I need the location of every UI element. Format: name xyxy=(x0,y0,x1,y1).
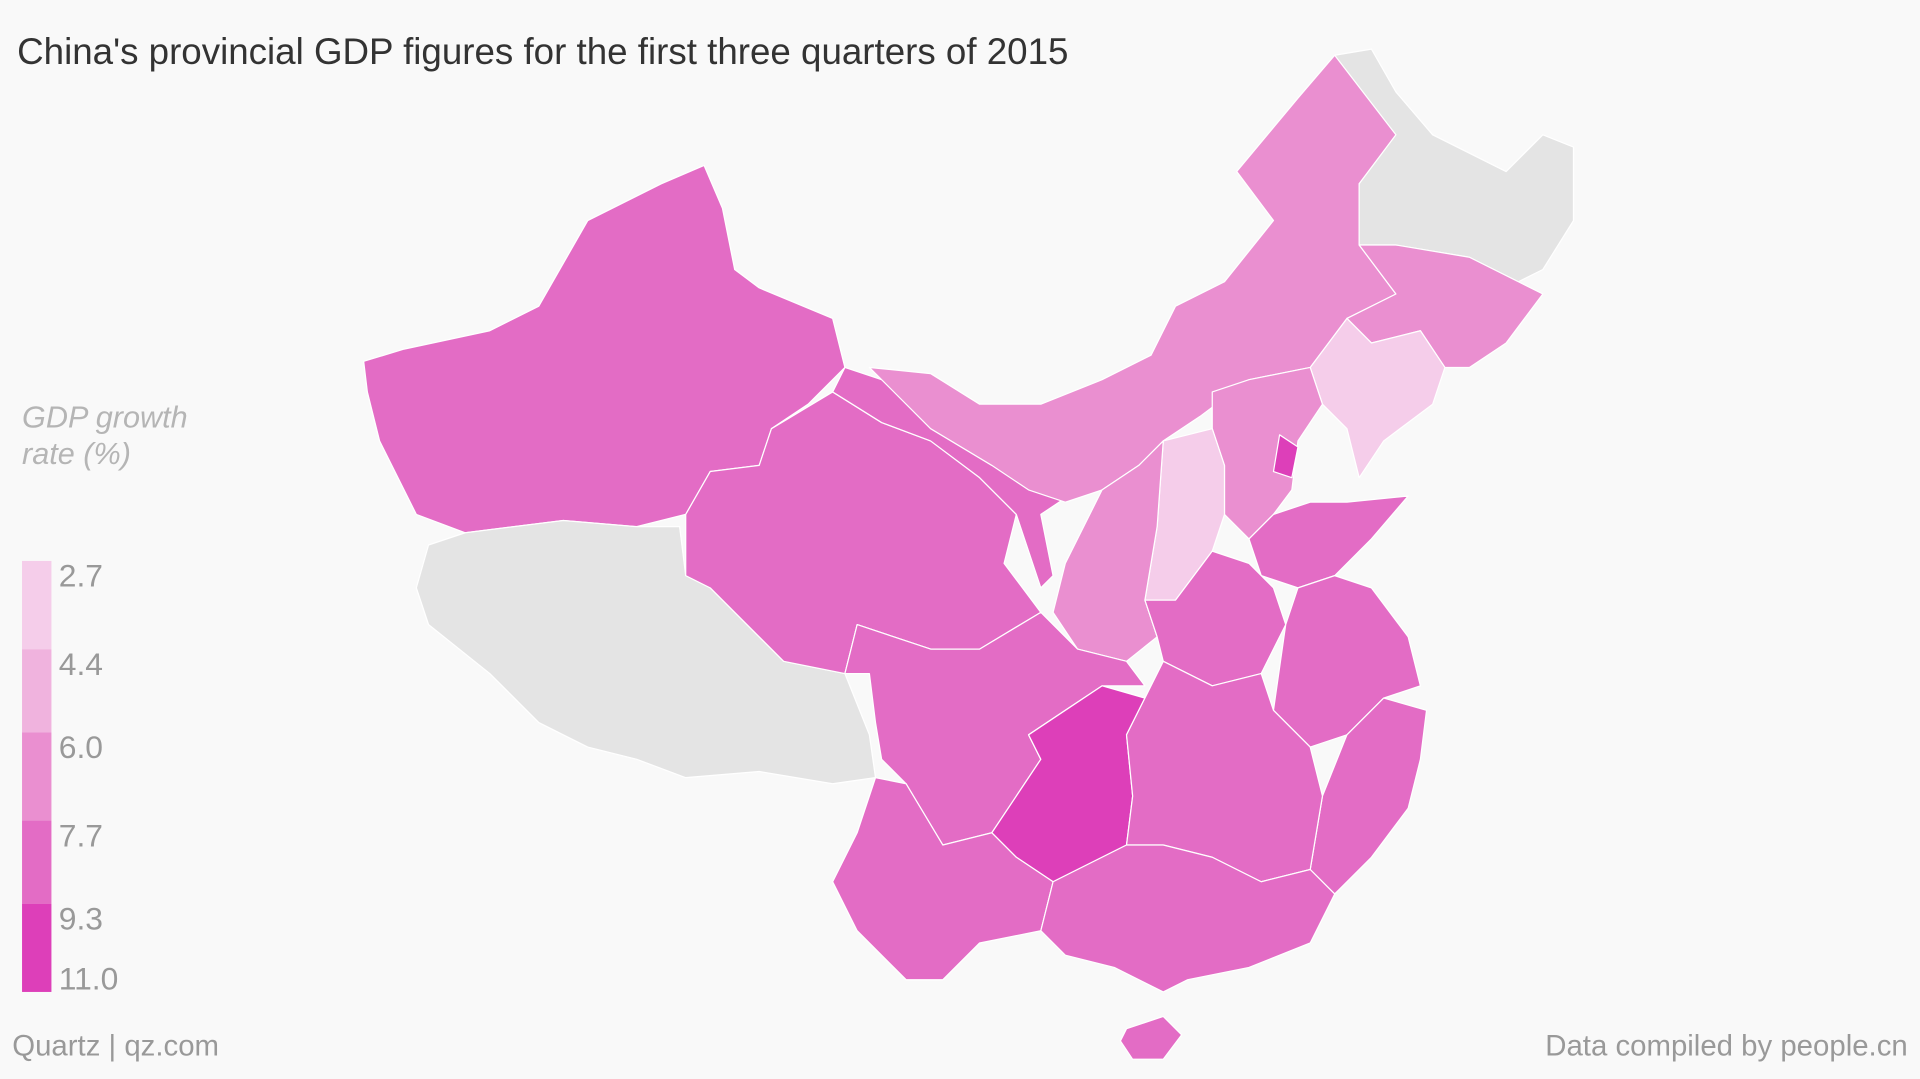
region xyxy=(1309,317,1446,479)
region-no-data xyxy=(1334,48,1575,283)
legend-title-box: GDP growth rate (%) xyxy=(22,400,188,472)
legend-swatch xyxy=(22,649,52,733)
chart-title: China's provincial GDP figures for the f… xyxy=(17,31,1068,72)
legend-label: 7.7 xyxy=(59,817,103,853)
legend-label: 4.4 xyxy=(59,646,103,682)
legend-swatch xyxy=(22,560,52,650)
legend-title: GDP growth rate (%) xyxy=(22,400,188,472)
region xyxy=(363,164,846,534)
source: Data compiled by people.cn xyxy=(1545,1030,1908,1063)
legend-swatch xyxy=(22,732,52,821)
region xyxy=(1119,1015,1183,1060)
credit: Quartz | qz.com xyxy=(12,1030,219,1063)
region xyxy=(1272,434,1299,479)
legend-label: 11.0 xyxy=(59,961,119,997)
legend-label: 6.0 xyxy=(59,729,103,765)
region xyxy=(685,391,1042,675)
region xyxy=(832,777,1054,981)
region xyxy=(1248,495,1409,589)
legend-swatch xyxy=(22,820,52,904)
china-map xyxy=(363,48,1575,1060)
legend: 2.7 4.4 6.0 7.7 9.3 11.0 xyxy=(22,558,118,997)
legend-label: 2.7 xyxy=(59,558,103,594)
legend-swatch xyxy=(22,903,52,992)
region xyxy=(1052,440,1164,662)
legend-label: 9.3 xyxy=(59,900,103,936)
region xyxy=(1040,844,1336,993)
